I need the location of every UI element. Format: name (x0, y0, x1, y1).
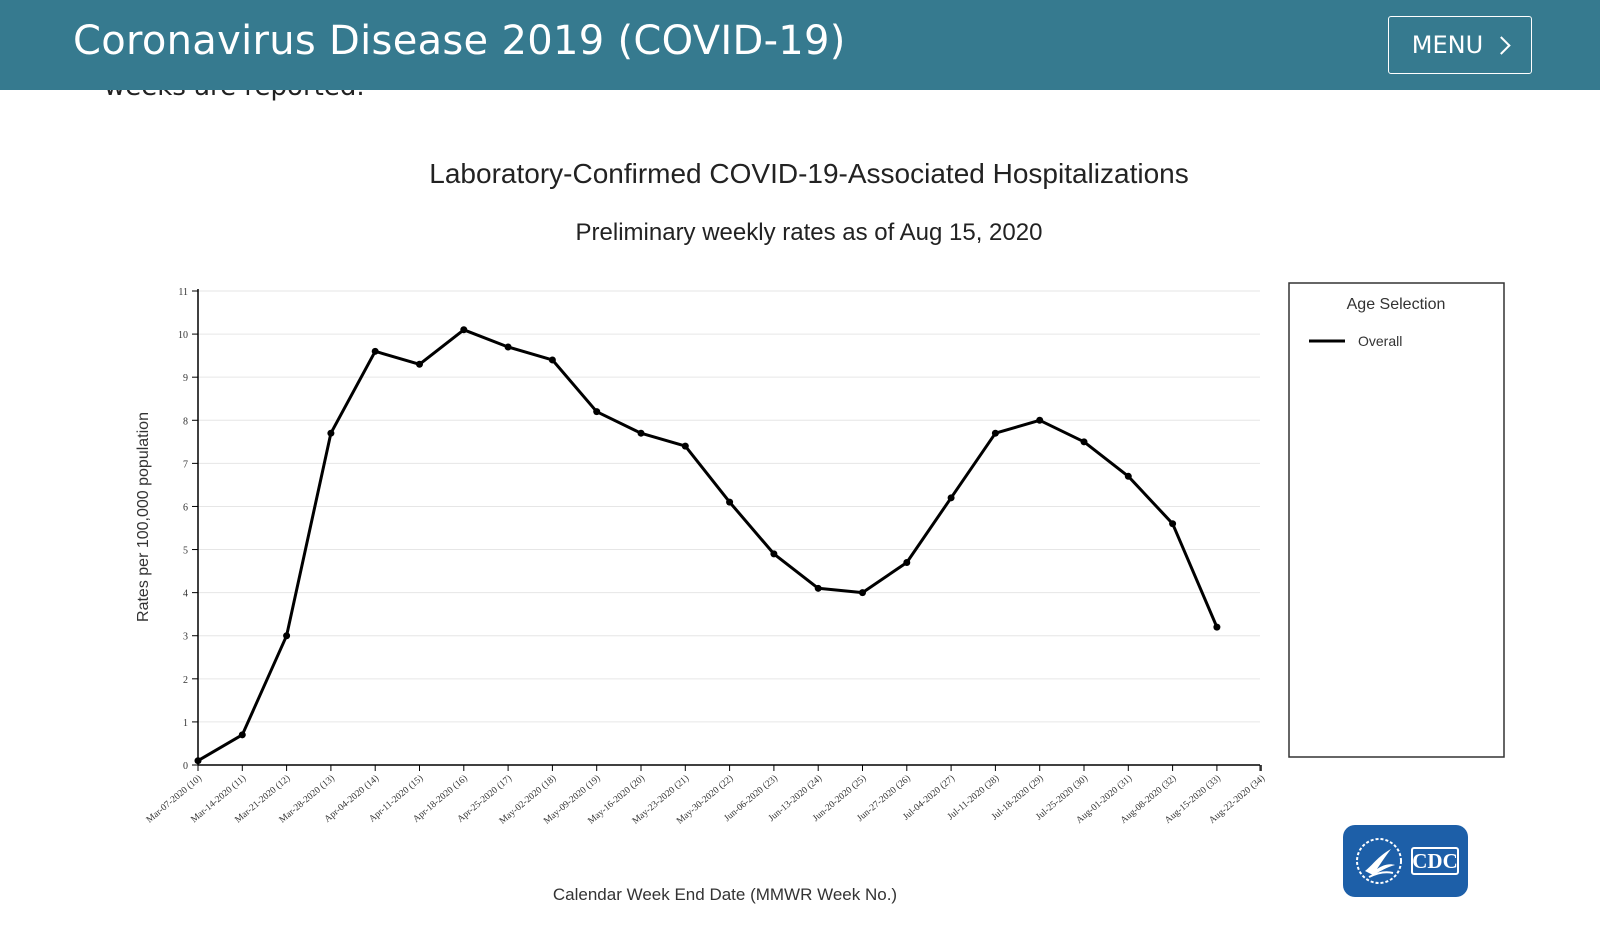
data-point (1080, 438, 1088, 446)
data-point (283, 632, 291, 640)
data-point (814, 584, 822, 592)
data-point (1036, 416, 1044, 424)
menu-button-label: MENU (1411, 31, 1484, 59)
menu-button[interactable]: MENU (1388, 16, 1532, 74)
data-point (681, 442, 689, 450)
legend-box (1288, 282, 1505, 758)
data-point (991, 429, 999, 437)
y-tick-label: 8 (183, 416, 188, 427)
data-point (593, 408, 601, 416)
y-axis-label: Rates per 100,000 population (135, 412, 152, 622)
data-point (194, 757, 202, 765)
y-tick-label: 6 (183, 502, 188, 513)
cdc-logo-text: CDC (1411, 847, 1459, 875)
data-point (416, 360, 423, 368)
y-tick-label: 5 (183, 546, 188, 557)
data-point (1124, 472, 1132, 480)
data-point (770, 550, 778, 558)
data-point (903, 558, 911, 566)
y-tick-label: 4 (183, 589, 188, 600)
legend-title: Age Selection (1347, 296, 1446, 313)
data-point (504, 343, 512, 351)
chart-series (194, 326, 1221, 765)
data-point (548, 356, 556, 364)
chart-grid (198, 290, 1260, 723)
cdc-logo[interactable]: CDC (1343, 825, 1468, 897)
data-point (859, 589, 866, 597)
data-point (460, 326, 468, 334)
data-point (1169, 520, 1177, 528)
data-point (726, 498, 734, 506)
legend-entry-overall: Overall (1358, 333, 1402, 349)
y-tick-label: 9 (183, 373, 188, 384)
data-point (947, 494, 955, 502)
data-point (1213, 623, 1221, 631)
x-axis-label: Calendar Week End Date (MMWR Week No.) (553, 885, 897, 904)
data-point (371, 347, 379, 355)
y-tick-label: 3 (183, 632, 188, 643)
series-line-overall (197, 328, 1219, 762)
y-tick-label: 10 (178, 330, 188, 341)
y-tick-label: 0 (183, 761, 188, 772)
y-tick-label: 7 (183, 459, 188, 470)
chart-legend: Age Selection Overall (1288, 282, 1505, 758)
data-point (238, 731, 246, 739)
chevron-right-icon (1492, 36, 1511, 55)
y-tick-label: 2 (183, 675, 188, 686)
data-point (637, 429, 645, 437)
y-tick-label: 1 (183, 718, 188, 729)
y-tick-label: 11 (178, 287, 188, 298)
site-title: Coronavirus Disease 2019 (COVID-19) (73, 18, 846, 64)
hhs-eagle-icon (1356, 838, 1402, 884)
site-header: Coronavirus Disease 2019 (COVID-19) MENU (0, 0, 1600, 90)
chart-title: Laboratory-Confirmed COVID-19-Associated… (429, 158, 1188, 189)
data-point (327, 429, 335, 437)
chart-subtitle: Preliminary weekly rates as of Aug 15, 2… (576, 219, 1043, 246)
